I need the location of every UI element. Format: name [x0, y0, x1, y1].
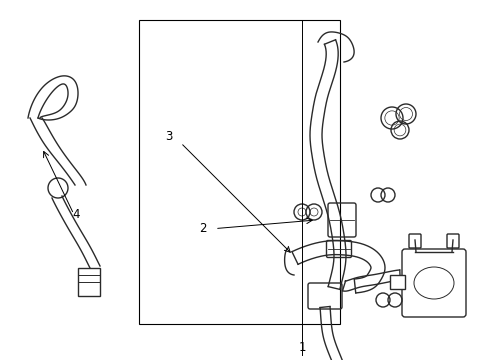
- Bar: [78, 268, 100, 296]
- Text: 3: 3: [164, 130, 172, 143]
- Bar: [389, 275, 404, 289]
- Text: 2: 2: [199, 222, 206, 235]
- Bar: [139, 20, 339, 324]
- Text: 4: 4: [72, 208, 80, 221]
- Text: 1: 1: [298, 341, 305, 354]
